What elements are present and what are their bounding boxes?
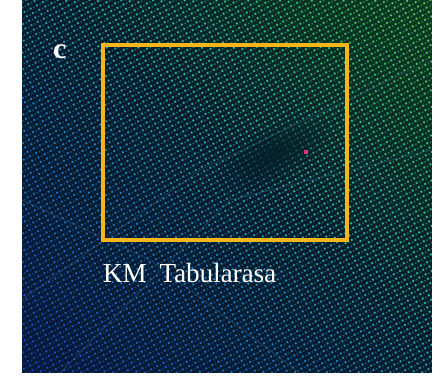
panel-label: c [53,32,66,65]
point-cloud [22,0,432,373]
figure-panel: c KM Tabularasa [0,0,446,381]
caption: KM Tabularasa [103,258,276,288]
page: c KM Tabularasa (() => { const data = JS… [0,0,446,381]
